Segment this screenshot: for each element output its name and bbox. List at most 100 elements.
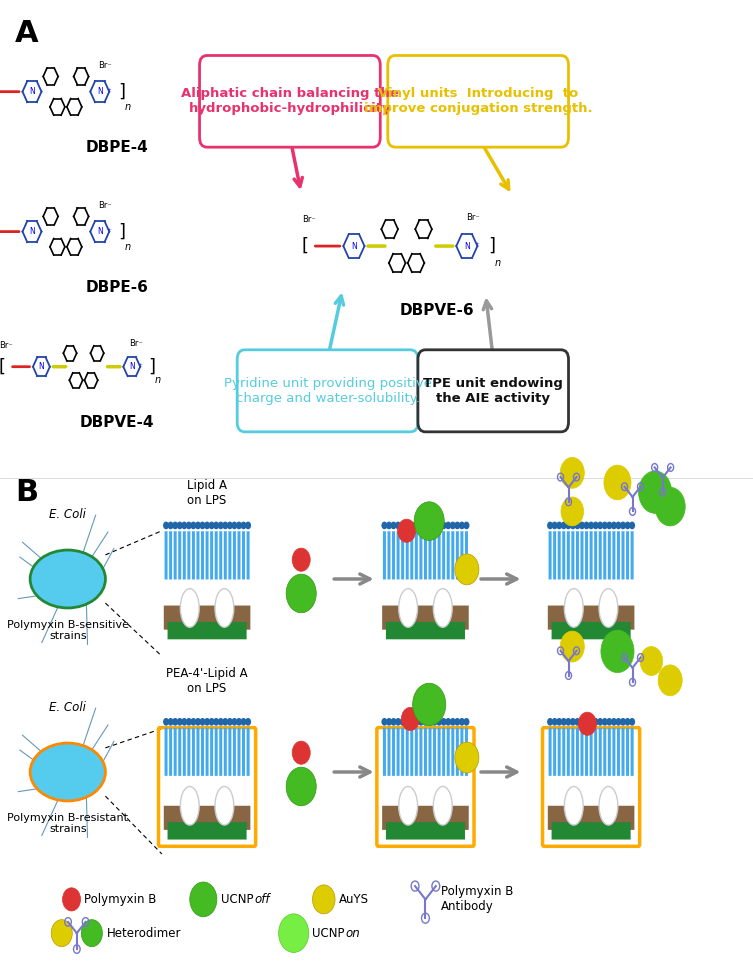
Text: ]: ] [118,223,125,240]
FancyBboxPatch shape [547,806,634,830]
FancyBboxPatch shape [567,531,570,579]
FancyBboxPatch shape [201,531,204,579]
FancyBboxPatch shape [210,531,213,579]
FancyBboxPatch shape [581,531,584,579]
FancyBboxPatch shape [210,728,213,776]
Circle shape [81,920,102,947]
Circle shape [602,718,608,726]
FancyBboxPatch shape [553,728,556,776]
Circle shape [186,718,192,726]
Circle shape [186,521,192,529]
FancyBboxPatch shape [165,531,168,579]
Circle shape [279,914,309,952]
FancyBboxPatch shape [419,531,422,579]
FancyBboxPatch shape [192,728,195,776]
Circle shape [286,574,316,613]
Circle shape [556,718,562,726]
FancyBboxPatch shape [447,531,450,579]
Text: N: N [97,87,102,96]
FancyBboxPatch shape [228,728,231,776]
Text: Br⁻: Br⁻ [98,201,111,210]
Circle shape [436,521,442,529]
FancyBboxPatch shape [460,531,463,579]
Circle shape [640,647,663,676]
Circle shape [245,521,251,529]
Circle shape [395,718,401,726]
Circle shape [450,718,456,726]
Circle shape [445,718,451,726]
FancyBboxPatch shape [572,531,575,579]
FancyBboxPatch shape [594,728,597,776]
FancyBboxPatch shape [621,728,624,776]
Circle shape [382,521,388,529]
FancyBboxPatch shape [612,531,615,579]
FancyBboxPatch shape [567,728,570,776]
FancyBboxPatch shape [549,728,552,776]
Text: Br⁻: Br⁻ [98,61,111,70]
FancyBboxPatch shape [246,531,249,579]
Ellipse shape [398,786,417,825]
Circle shape [579,718,585,726]
Text: Br⁻: Br⁻ [465,212,480,222]
Circle shape [422,521,428,529]
Circle shape [240,521,246,529]
Circle shape [547,718,553,726]
Circle shape [218,521,224,529]
Ellipse shape [30,550,105,608]
FancyBboxPatch shape [237,350,418,432]
Circle shape [245,718,251,726]
Circle shape [588,718,594,726]
FancyBboxPatch shape [392,531,395,579]
FancyBboxPatch shape [397,531,400,579]
Text: Polymyxin B
Antibody: Polymyxin B Antibody [441,885,513,914]
Circle shape [209,718,215,726]
Circle shape [163,718,169,726]
FancyBboxPatch shape [388,55,569,148]
Circle shape [455,742,479,773]
Circle shape [552,718,558,726]
Circle shape [556,521,562,529]
Circle shape [62,888,81,911]
Circle shape [213,521,219,529]
FancyBboxPatch shape [456,531,459,579]
Circle shape [450,521,456,529]
Circle shape [227,718,233,726]
Ellipse shape [599,589,618,627]
FancyBboxPatch shape [551,822,631,840]
FancyBboxPatch shape [206,728,209,776]
FancyBboxPatch shape [224,728,227,776]
Circle shape [51,920,72,947]
Circle shape [463,718,469,726]
FancyBboxPatch shape [228,531,231,579]
FancyBboxPatch shape [603,531,606,579]
Circle shape [240,718,246,726]
Circle shape [454,718,460,726]
Text: Lipid A
on LPS: Lipid A on LPS [187,479,227,507]
Circle shape [597,521,603,529]
Circle shape [400,521,406,529]
FancyBboxPatch shape [433,531,436,579]
Circle shape [200,521,206,529]
Text: ]: ] [488,237,495,255]
Text: Heterodimer: Heterodimer [107,926,181,940]
FancyBboxPatch shape [428,531,431,579]
Text: Polymyxin B: Polymyxin B [84,893,157,906]
Circle shape [413,718,419,726]
Text: UCNP: UCNP [221,893,258,906]
Text: E. Coli: E. Coli [50,702,86,714]
Circle shape [195,718,201,726]
Circle shape [604,465,631,500]
Circle shape [431,718,437,726]
Ellipse shape [181,786,199,825]
FancyBboxPatch shape [382,606,468,629]
FancyBboxPatch shape [178,531,181,579]
FancyBboxPatch shape [599,531,602,579]
FancyBboxPatch shape [465,531,468,579]
Circle shape [181,521,187,529]
FancyBboxPatch shape [562,531,566,579]
Text: N: N [29,87,35,96]
FancyBboxPatch shape [237,728,240,776]
FancyBboxPatch shape [424,531,427,579]
FancyBboxPatch shape [164,806,250,830]
Circle shape [552,521,558,529]
